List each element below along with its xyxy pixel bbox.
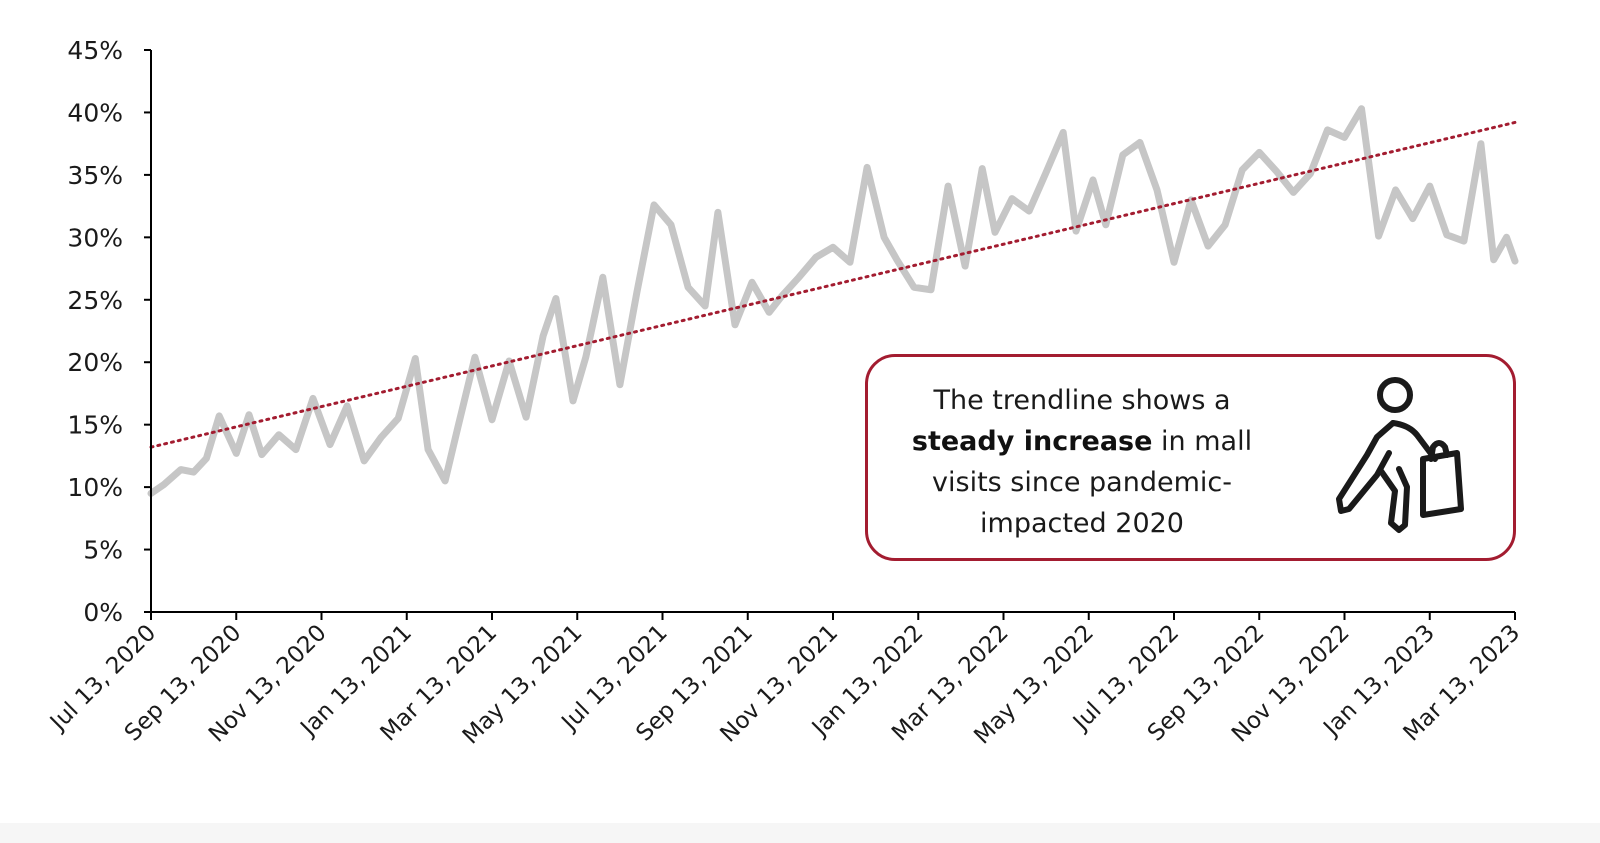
y-tick-label: 35% xyxy=(67,161,123,190)
series-line-mall-visits xyxy=(147,105,1519,497)
annotation-line-3: visits since pandemic- xyxy=(932,467,1232,498)
annotation-bold-text: steady increase xyxy=(911,426,1153,457)
shopper-with-bag-icon xyxy=(1336,377,1464,533)
y-tick-label: 15% xyxy=(67,411,123,440)
annotation-text: The trendline shows a steady increase in… xyxy=(892,380,1272,544)
y-tick-label: 30% xyxy=(67,223,123,252)
y-tick-label: 20% xyxy=(67,348,123,377)
y-tick-label: 0% xyxy=(83,598,123,627)
y-axis-ticks: 0% 5% 10% 15% 20% 25% 30% 35% 40% 45% xyxy=(67,36,151,627)
y-tick-label: 10% xyxy=(67,473,123,502)
y-tick-label: 25% xyxy=(67,286,123,315)
annotation-line-1: The trendline shows a xyxy=(933,385,1231,416)
y-tick-label: 5% xyxy=(83,536,123,565)
annotation-callout: The trendline shows a steady increase in… xyxy=(865,354,1516,561)
trendline xyxy=(149,120,1517,449)
y-tick-label: 45% xyxy=(67,36,123,65)
annotation-line-4: impacted 2020 xyxy=(980,508,1184,539)
annotation-line-2-rest: in mall xyxy=(1152,426,1253,457)
bottom-strip xyxy=(0,823,1600,843)
y-tick-label: 40% xyxy=(67,98,123,127)
